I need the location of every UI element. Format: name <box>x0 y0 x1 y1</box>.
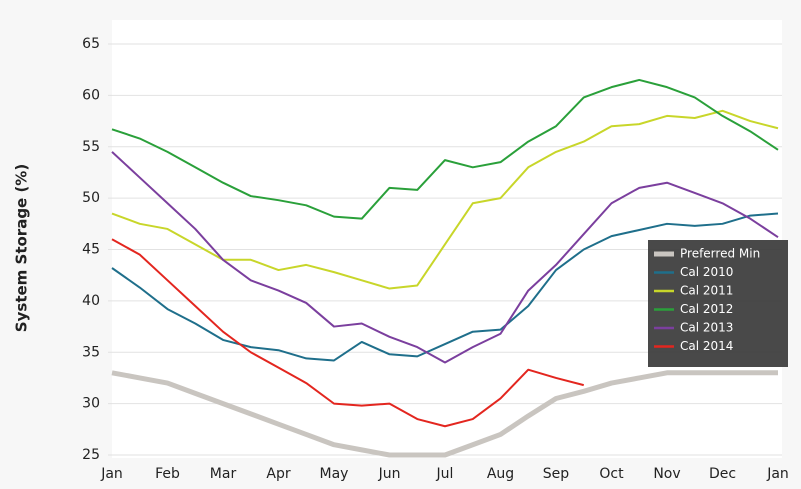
series-line <box>111 370 778 458</box>
y-tick-label: 30 <box>82 396 100 412</box>
x-tick-label: Jun <box>378 466 401 482</box>
x-tick-label: Nov <box>653 466 680 482</box>
x-tick-label: Jan <box>100 466 123 482</box>
x-tick-label: Dec <box>709 466 736 482</box>
y-axis-title: System Storage (%) <box>13 164 31 332</box>
series-line <box>111 78 779 220</box>
legend-label: Preferred Min <box>680 247 760 261</box>
legend-label: Cal 2012 <box>680 302 733 316</box>
y-tick-label: 55 <box>82 139 100 155</box>
legend: Preferred Min Cal 2010 Cal 2011 Cal 2012 Cal… <box>648 240 788 367</box>
x-tick-label: Oct <box>599 466 624 482</box>
y-tick-label: 40 <box>82 293 100 309</box>
series-line <box>111 212 779 362</box>
x-tick-label: Apr <box>266 466 290 482</box>
x-tick-label: Sep <box>543 466 570 482</box>
legend-label: Cal 2011 <box>680 284 733 298</box>
series-line <box>111 238 585 428</box>
legend-label: Cal 2014 <box>680 339 733 353</box>
x-tick-label: Jul <box>436 466 454 482</box>
x-tick-label: Mar <box>210 466 237 482</box>
legend-label: Cal 2010 <box>680 265 733 279</box>
series-line <box>111 151 779 364</box>
y-tick-label: 60 <box>82 87 100 103</box>
plot-area <box>112 20 782 458</box>
y-tick-label: 35 <box>82 344 100 360</box>
x-tick-label: Feb <box>155 466 180 482</box>
x-tick-label: May <box>320 466 349 482</box>
y-tick-label: 45 <box>82 242 100 258</box>
x-tick-label: Aug <box>487 466 514 482</box>
x-tick-label: Jan <box>766 466 789 482</box>
y-tick-label: 50 <box>82 190 100 206</box>
y-tick-label: 65 <box>82 36 100 52</box>
legend-label: Cal 2013 <box>680 321 733 335</box>
y-tick-label: 25 <box>82 447 100 463</box>
